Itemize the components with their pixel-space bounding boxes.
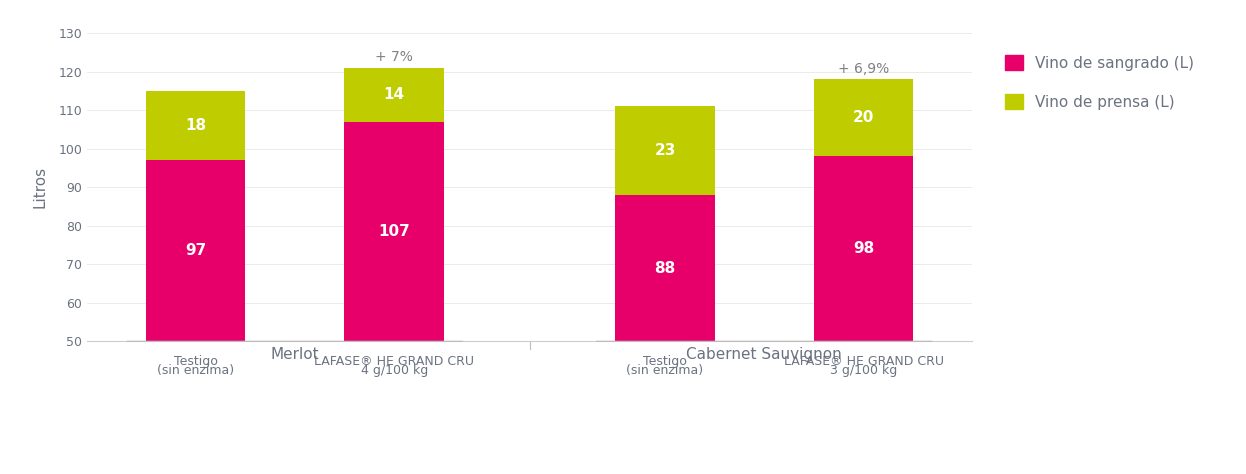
Text: 23: 23: [654, 143, 675, 158]
Text: (sin enzima): (sin enzima): [627, 365, 704, 377]
Text: + 6,9%: + 6,9%: [837, 62, 890, 75]
Text: 14: 14: [384, 87, 405, 102]
Text: Cabernet Sauvignon: Cabernet Sauvignon: [687, 347, 842, 362]
Legend: Vino de sangrado (L), Vino de prensa (L): Vino de sangrado (L), Vino de prensa (L): [997, 47, 1202, 117]
Text: Merlot: Merlot: [270, 347, 319, 362]
Bar: [146, 160, 245, 341]
Text: 97: 97: [184, 243, 206, 258]
Bar: [146, 91, 245, 160]
Bar: [344, 68, 444, 122]
Text: 18: 18: [184, 118, 206, 133]
Bar: [616, 195, 715, 341]
Text: 3 g/100 kg: 3 g/100 kg: [830, 365, 897, 377]
Text: Testigo: Testigo: [173, 355, 218, 368]
Bar: [814, 156, 913, 341]
Text: 98: 98: [854, 241, 875, 256]
Bar: [814, 79, 913, 156]
Text: + 7%: + 7%: [375, 50, 414, 64]
Bar: [616, 106, 715, 195]
Bar: [344, 122, 444, 341]
Text: 107: 107: [379, 224, 410, 239]
Text: 88: 88: [654, 261, 675, 275]
Text: Testigo: Testigo: [643, 355, 687, 368]
Text: (sin enzima): (sin enzima): [157, 365, 234, 377]
Text: LAFASE® HE GRAND CRU: LAFASE® HE GRAND CRU: [314, 355, 475, 368]
Text: 4 g/100 kg: 4 g/100 kg: [360, 365, 427, 377]
Text: 20: 20: [852, 110, 875, 126]
Text: LAFASE® HE GRAND CRU: LAFASE® HE GRAND CRU: [784, 355, 943, 368]
Y-axis label: Litros: Litros: [32, 166, 47, 208]
